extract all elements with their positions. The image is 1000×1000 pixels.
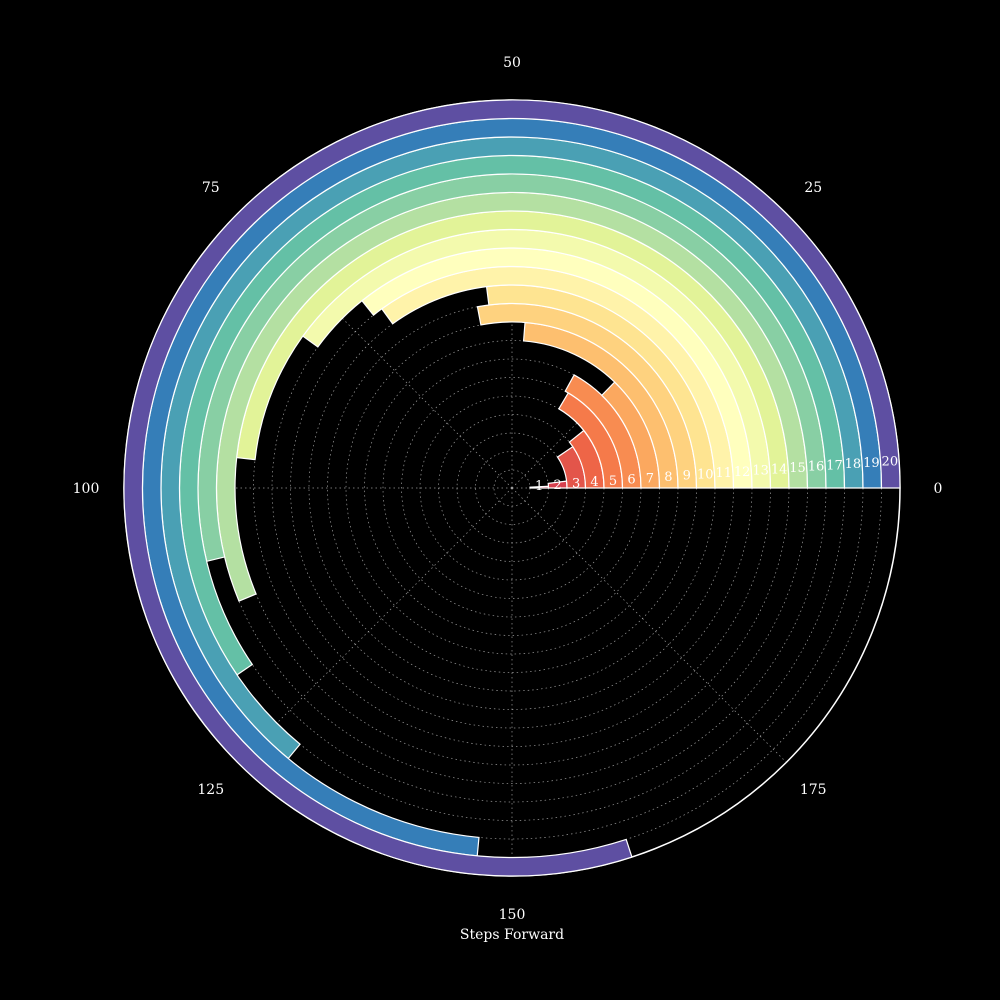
grid-spoke <box>511 487 787 763</box>
ring-label: 10 <box>697 467 714 482</box>
ring-label: 18 <box>845 457 862 472</box>
ring-label: 15 <box>789 461 806 476</box>
theta-tick-label: 0 <box>934 481 943 497</box>
ring-label: 3 <box>572 477 580 492</box>
ring-bar-20 <box>123 99 901 877</box>
ring-label: 19 <box>863 456 880 471</box>
theta-tick-label: 125 <box>197 782 224 798</box>
ring-label: 17 <box>826 458 843 473</box>
ring-label: 11 <box>715 466 732 481</box>
ring-label: 2 <box>553 478 561 493</box>
x-axis-title: Steps Forward <box>460 927 564 943</box>
ring-label: 6 <box>627 473 635 488</box>
ring-label: 5 <box>609 474 617 489</box>
bar-layer <box>123 99 901 877</box>
grid-spoke <box>237 213 513 489</box>
theta-tick-label: 175 <box>800 782 827 798</box>
grid-spoke <box>237 487 513 763</box>
theta-tick-label: 75 <box>202 180 220 196</box>
label-layer: 1 2 3 4 5 6 7 8 9 10 11 12 13 14 15 16 17 18 19 20025507510… <box>73 55 943 923</box>
ring-label: 4 <box>590 475 598 490</box>
theta-tick-label: 50 <box>503 55 521 71</box>
ring-label: 13 <box>752 464 769 479</box>
theta-tick-label: 100 <box>73 481 100 497</box>
ring-label: 9 <box>683 469 691 484</box>
ring-label: 1 <box>535 479 543 494</box>
ring-label: 14 <box>771 462 788 477</box>
ring-label: 16 <box>808 460 825 475</box>
ring-label: 7 <box>646 471 654 486</box>
theta-tick-label: 25 <box>804 180 822 196</box>
ring-label: 8 <box>664 470 672 485</box>
ring-label: 12 <box>734 465 751 480</box>
ring-label: 20 <box>882 455 899 470</box>
theta-tick-label: 150 <box>499 907 526 923</box>
